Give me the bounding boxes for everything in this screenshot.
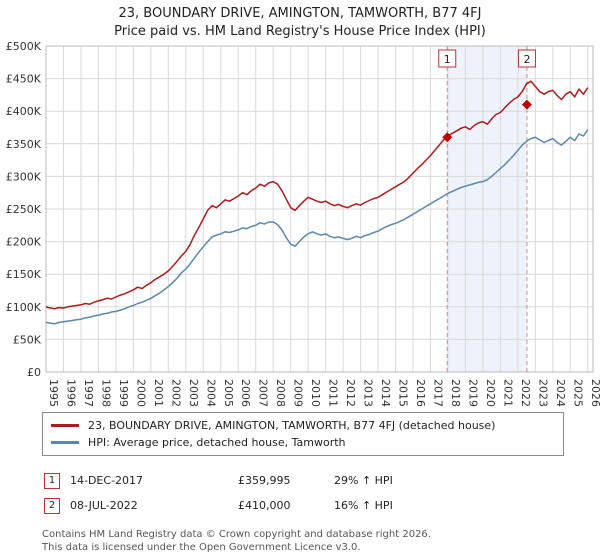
svg-text:£200K: £200K [6,236,42,249]
svg-text:2001: 2001 [152,379,165,407]
svg-text:£300K: £300K [6,170,42,183]
svg-text:1999: 1999 [117,379,130,407]
svg-text:2026: 2026 [589,379,600,407]
attribution: Contains HM Land Registry data © Crown c… [42,528,600,554]
svg-text:2004: 2004 [204,379,217,407]
sale-1-price: £359,995 [238,474,291,487]
legend: 23, BOUNDARY DRIVE, AMINGTON, TAMWORTH, … [42,412,564,456]
property-price-line [45,80,589,310]
svg-text:2020: 2020 [484,379,497,407]
svg-text:2003: 2003 [187,379,200,407]
svg-text:1998: 1998 [99,379,112,407]
page-subtitle: Price paid vs. HM Land Registry's House … [114,24,486,39]
svg-text:2024: 2024 [554,379,567,407]
svg-text:2018: 2018 [449,379,462,407]
sale-marker-2 [521,99,532,110]
chart-header: 23, BOUNDARY DRIVE, AMINGTON, TAMWORTH, … [0,0,600,40]
svg-text:2017: 2017 [431,379,444,407]
svg-text:£150K: £150K [6,268,42,281]
legend-label-hpi: HPI: Average price, detached house, Tamw… [88,436,346,449]
legend-label-property: 23, BOUNDARY DRIVE, AMINGTON, TAMWORTH, … [88,419,496,432]
svg-text:1997: 1997 [82,379,95,407]
svg-text:2023: 2023 [536,379,549,407]
sale-annotations: 1 14-DEC-2017 £359,995 29% ↑ HPI 2 08-JU… [44,468,600,518]
svg-text:1: 1 [444,53,451,66]
sale-1-date: 14-DEC-2017 [70,474,144,487]
sale-1-number-badge: 1 [44,472,60,489]
svg-text:2013: 2013 [362,379,375,407]
svg-text:1996: 1996 [64,379,77,407]
svg-text:2008: 2008 [274,379,287,407]
svg-text:2007: 2007 [257,379,270,407]
legend-swatch-hpi [51,441,79,444]
sale-1-hpi-delta: 29% ↑ HPI [334,474,393,487]
svg-text:£50K: £50K [13,333,42,346]
price-chart: 1 2 £0 £50K £100K £150K £200K £250K £300K £350K £4… [6,40,600,407]
legend-item-property: 23, BOUNDARY DRIVE, AMINGTON, TAMWORTH, … [51,417,555,434]
svg-text:£0: £0 [27,366,41,379]
svg-text:2012: 2012 [344,379,357,407]
svg-text:2005: 2005 [222,379,235,407]
sale-marker-1 [442,132,453,143]
legend-swatch-property [51,424,79,427]
svg-text:2022: 2022 [519,379,532,407]
svg-text:2: 2 [523,53,530,66]
svg-text:£450K: £450K [6,73,42,86]
legend-item-hpi: HPI: Average price, detached house, Tamw… [51,434,555,451]
svg-text:2015: 2015 [397,379,410,407]
svg-text:2002: 2002 [169,379,182,407]
svg-text:2021: 2021 [501,379,514,407]
sale-annotation-1: 1 14-DEC-2017 £359,995 29% ↑ HPI [44,468,600,493]
hpi-line [45,129,589,325]
svg-text:2009: 2009 [292,379,305,407]
svg-text:2011: 2011 [327,379,340,407]
svg-text:£250K: £250K [6,203,42,216]
sale-flag-1 [438,49,457,68]
svg-text:2016: 2016 [414,379,427,407]
attribution-line-1: Contains HM Land Registry data © Crown c… [42,529,431,540]
svg-text:2014: 2014 [379,379,392,407]
sale-2-date: 08-JUL-2022 [70,499,138,512]
svg-text:£400K: £400K [6,105,42,118]
svg-text:£100K: £100K [6,301,42,314]
sale-flag-2 [517,49,536,68]
svg-text:2006: 2006 [239,379,252,407]
svg-text:£350K: £350K [6,138,42,151]
svg-text:2025: 2025 [571,379,584,407]
svg-text:2000: 2000 [134,379,147,407]
sale-annotation-2: 2 08-JUL-2022 £410,000 16% ↑ HPI [44,493,600,518]
sale-2-hpi-delta: 16% ↑ HPI [334,499,393,512]
svg-text:2019: 2019 [466,379,479,407]
sale-2-number-badge: 2 [44,497,60,514]
svg-text:2010: 2010 [309,379,322,407]
attribution-line-2: This data is licensed under the Open Gov… [42,542,361,553]
svg-text:£500K: £500K [6,40,42,53]
page-title: 23, BOUNDARY DRIVE, AMINGTON, TAMWORTH, … [118,6,482,21]
plot-border [45,45,594,373]
sale-2-price: £410,000 [238,499,291,512]
svg-text:1995: 1995 [47,379,60,407]
